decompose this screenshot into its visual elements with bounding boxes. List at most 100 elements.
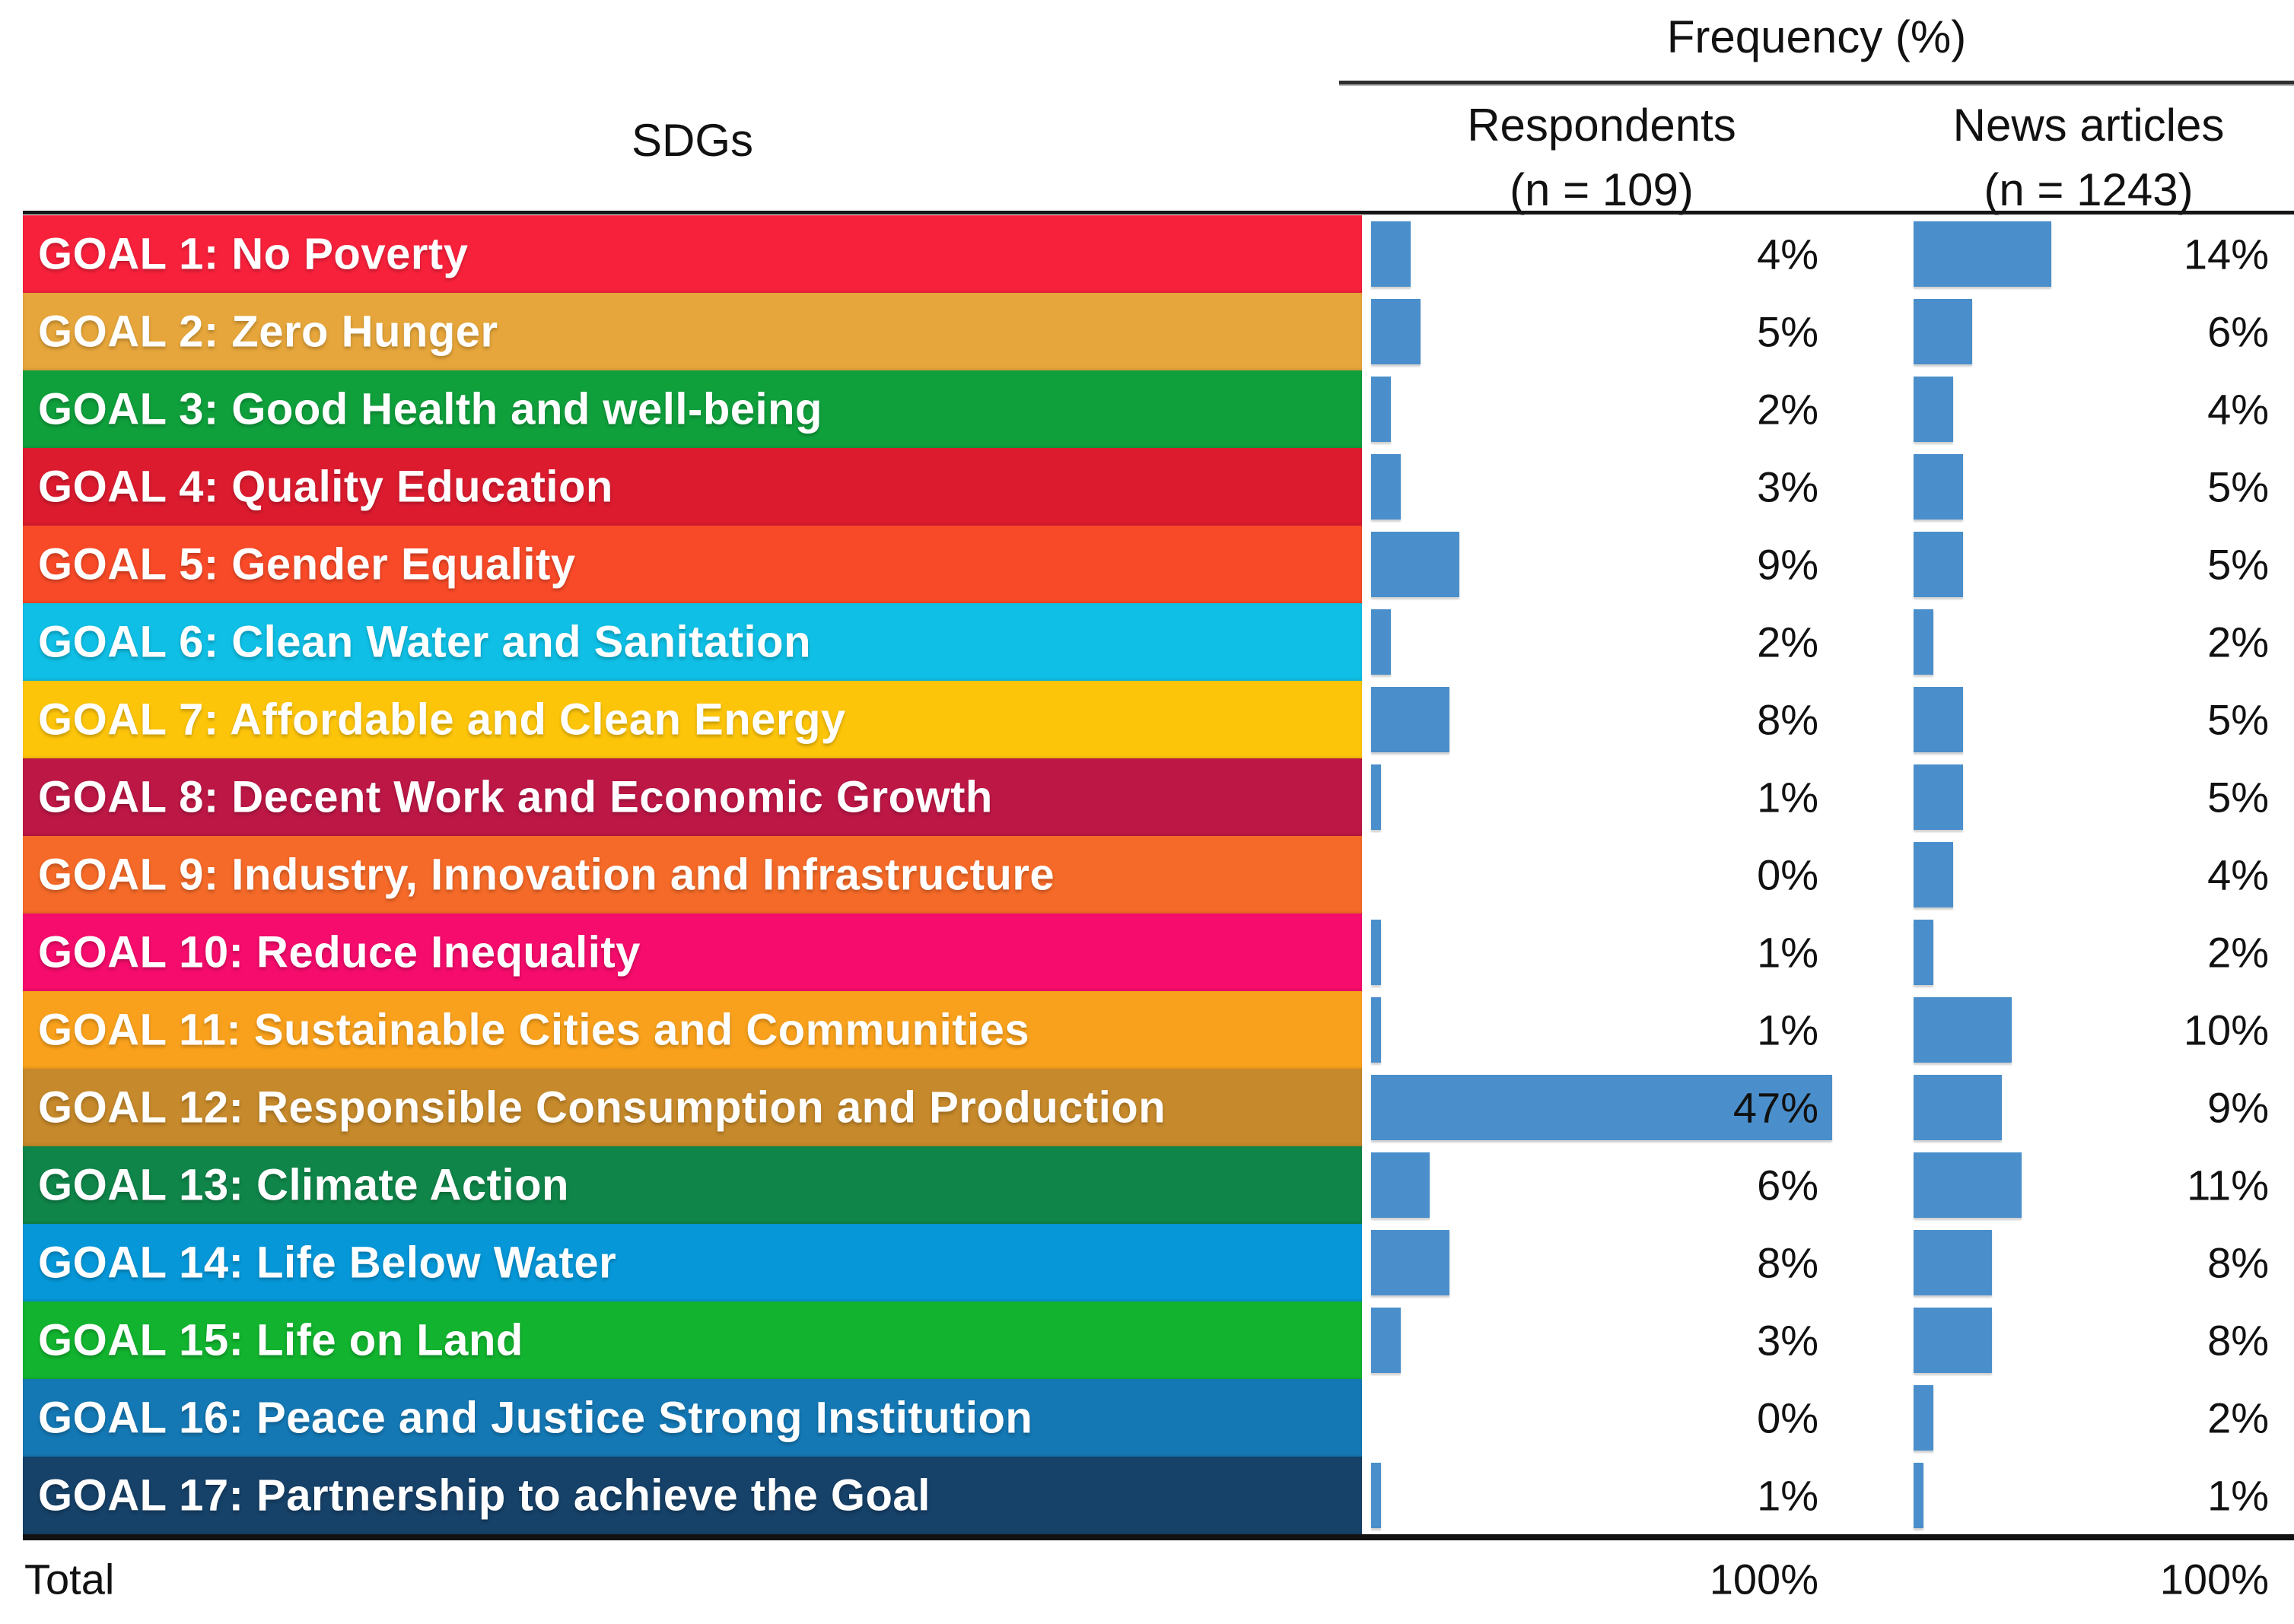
news-articles-header-n: (n = 1243) [1984,164,2194,216]
respondents-value: 8% [1757,695,1818,744]
goal-row: GOAL 8: Decent Work and Economic Growth … [0,758,2294,836]
news-articles-value: 2% [2207,618,2269,666]
goal-label-band: GOAL 9: Industry, Innovation and Infrast… [23,836,1362,914]
goal-label: GOAL 7: Affordable and Clean Energy [38,694,846,745]
news-articles-value: 5% [2207,540,2269,589]
news-articles-header-label: News articles [1952,100,2225,151]
news-articles-bar [1914,764,1963,830]
goal-label: GOAL 5: Gender Equality [38,539,576,590]
respondents-bar [1371,1463,1381,1528]
news-articles-bar [1914,1385,1933,1451]
news-articles-value: 6% [2207,307,2269,356]
respondents-value: 3% [1757,1316,1818,1365]
goal-label-band: GOAL 7: Affordable and Clean Energy [23,681,1362,758]
respondents-bar [1371,764,1381,830]
goal-label: GOAL 14: Life Below Water [38,1238,617,1288]
goal-label-band: GOAL 12: Responsible Consumption and Pro… [23,1069,1362,1146]
respondents-value: 8% [1757,1238,1818,1287]
news-articles-bar [1914,1463,1923,1528]
respondents-value: 1% [1757,928,1818,977]
goal-row: GOAL 9: Industry, Innovation and Infrast… [0,836,2294,914]
goal-row: GOAL 7: Affordable and Clean Energy 8% 5… [0,681,2294,758]
respondents-value: 0% [1757,1394,1818,1442]
respondents-bar [1371,997,1381,1063]
news-articles-value: 8% [2207,1238,2269,1287]
goal-label: GOAL 6: Clean Water and Sanitation [38,617,812,667]
respondents-value: 2% [1757,618,1818,666]
goal-label-band: GOAL 17: Partnership to achieve the Goal [23,1457,1362,1534]
respondents-value: 4% [1757,230,1818,278]
news-articles-value: 5% [2207,773,2269,822]
goal-label-band: GOAL 1: No Poverty [23,215,1362,293]
respondents-value: 47% [1732,1083,1818,1132]
news-articles-bar [1914,1152,2022,1218]
frequency-group-header: Frequency (%) [1666,11,1967,62]
goal-label: GOAL 13: Climate Action [38,1160,569,1210]
news-articles-value: 5% [2207,462,2269,511]
news-articles-value: 2% [2207,928,2269,977]
news-articles-value: 14% [2183,230,2269,278]
column-header-respondents: Respondents (n = 109) [1411,93,1792,222]
goal-label-band: GOAL 6: Clean Water and Sanitation [23,603,1362,681]
news-articles-bar [1914,1308,1992,1373]
goal-row: GOAL 6: Clean Water and Sanitation 2% 2% [0,603,2294,681]
goal-label-band: GOAL 11: Sustainable Cities and Communit… [23,991,1362,1069]
news-articles-bar [1914,997,2012,1063]
goal-row: GOAL 2: Zero Hunger 5% 6% [0,293,2294,370]
respondents-bar [1371,1152,1430,1218]
total-respondents-value: 100% [1709,1555,1818,1603]
goal-row: GOAL 15: Life on Land 3% 8% [0,1301,2294,1379]
goal-row: GOAL 12: Responsible Consumption and Pro… [0,1069,2294,1146]
news-articles-bar [1914,221,2051,287]
goal-row: GOAL 3: Good Health and well-being 2% 4% [0,370,2294,448]
respondents-value: 1% [1757,773,1818,822]
news-articles-value: 1% [2207,1471,2269,1520]
respondents-bar [1371,377,1391,442]
goal-label-band: GOAL 8: Decent Work and Economic Growth [23,758,1362,836]
news-articles-value: 8% [2207,1316,2269,1365]
goal-row: GOAL 17: Partnership to achieve the Goal… [0,1457,2294,1534]
news-articles-bar [1914,687,1963,752]
respondents-value: 1% [1757,1471,1818,1520]
news-articles-value: 5% [2207,695,2269,744]
respondents-value: 0% [1757,850,1818,899]
news-articles-value: 9% [2207,1083,2269,1132]
news-articles-value: 4% [2207,850,2269,899]
news-articles-bar [1914,377,1953,442]
frequency-header-underline [1339,81,2294,84]
sdgs-column-header: SDGs [631,115,754,166]
goal-row: GOAL 14: Life Below Water 8% 8% [0,1224,2294,1301]
news-articles-value: 4% [2207,385,2269,434]
goal-label: GOAL 9: Industry, Innovation and Infrast… [38,850,1055,900]
goal-label: GOAL 17: Partnership to achieve the Goal [38,1470,931,1521]
goal-row: GOAL 4: Quality Education 3% 5% [0,448,2294,526]
goal-label: GOAL 8: Decent Work and Economic Growth [38,772,993,822]
respondents-value: 9% [1757,540,1818,589]
goal-label: GOAL 11: Sustainable Cities and Communit… [38,1005,1030,1055]
respondents-header-label: Respondents [1467,100,1736,151]
goal-label: GOAL 12: Responsible Consumption and Pro… [38,1082,1166,1133]
rows-container: GOAL 1: No Poverty 4% 14% GOAL 2: Zero H… [0,215,2294,1534]
respondents-value: 2% [1757,385,1818,434]
news-articles-bar [1914,920,1933,985]
goal-label-band: GOAL 16: Peace and Justice Strong Instit… [23,1379,1362,1457]
news-articles-bar [1914,532,1963,597]
respondents-value: 3% [1757,462,1818,511]
respondents-bar [1371,1075,1832,1140]
respondents-bar [1371,454,1401,520]
respondents-header-n: (n = 109) [1510,164,1694,216]
goal-label-band: GOAL 14: Life Below Water [23,1224,1362,1301]
goal-label-band: GOAL 4: Quality Education [23,448,1362,526]
goal-label-band: GOAL 5: Gender Equality [23,526,1362,603]
goal-row: GOAL 11: Sustainable Cities and Communit… [0,991,2294,1069]
respondents-value: 1% [1757,1006,1818,1054]
respondents-bar [1371,221,1411,287]
header-divider-line [23,211,2294,215]
goal-label-band: GOAL 2: Zero Hunger [23,293,1362,370]
news-articles-bar [1914,1075,2002,1140]
goal-row: GOAL 1: No Poverty 4% 14% [0,215,2294,293]
respondents-bar [1371,920,1381,985]
respondents-bar [1371,299,1421,364]
goal-row: GOAL 10: Reduce Inequality 1% 2% [0,914,2294,991]
news-articles-bar [1914,609,1933,675]
